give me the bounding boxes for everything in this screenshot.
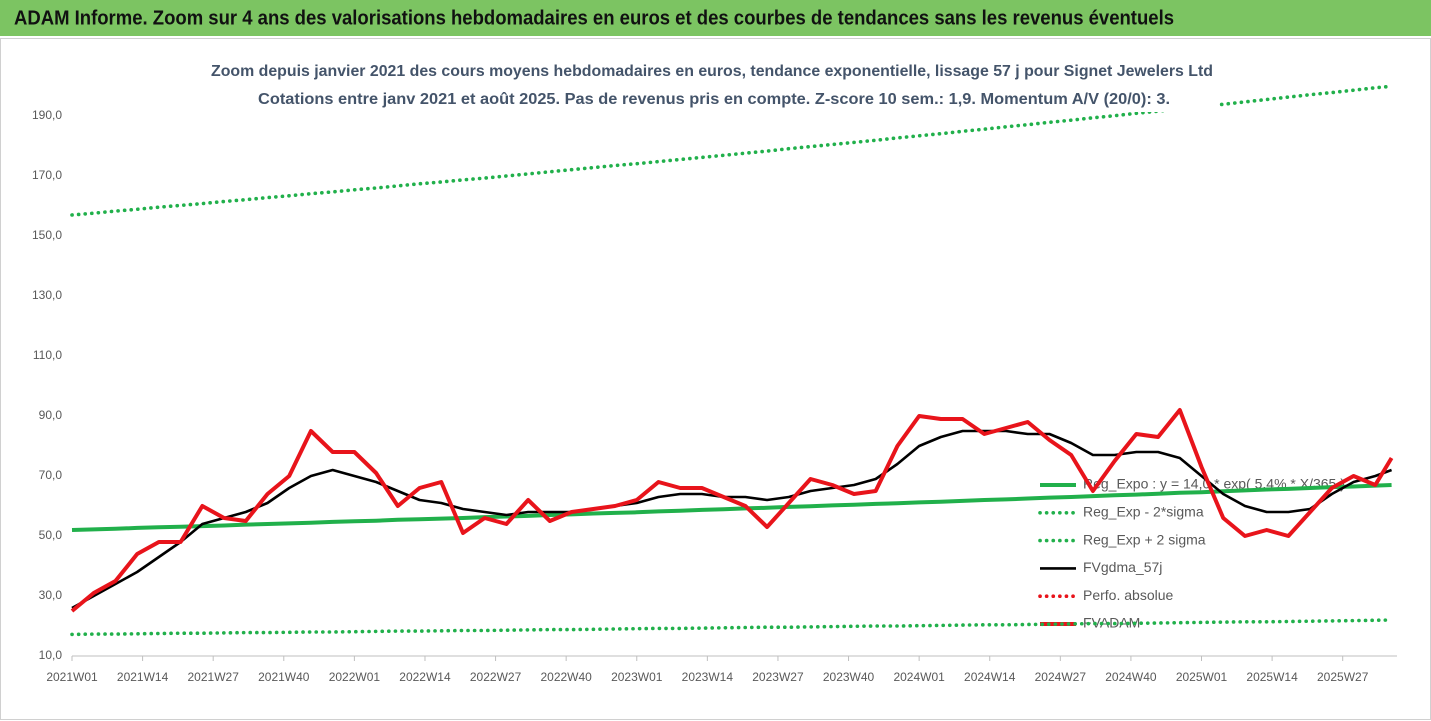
y-tick-label: 10,0 <box>39 648 63 662</box>
legend-label: FVgdma_57j <box>1083 559 1162 575</box>
header-title: ADAM Informe. Zoom sur 4 ans des valoris… <box>14 7 1174 29</box>
series-line <box>70 408 1394 613</box>
y-tick-label: 110,0 <box>33 348 62 362</box>
chart-frame <box>0 38 1431 720</box>
x-tick-label: 2023W01 <box>611 670 663 684</box>
x-tick-label: 2022W01 <box>329 670 381 684</box>
x-tick-label: 2021W01 <box>46 670 98 684</box>
x-tick-label: 2023W27 <box>752 670 804 684</box>
x-tick-label: 2022W14 <box>399 670 451 684</box>
chart-title: Zoom depuis janvier 2021 des cours moyen… <box>211 63 1213 80</box>
series-line <box>71 429 1393 610</box>
x-tick-label: 2024W27 <box>1035 670 1087 684</box>
x-tick-label: 2024W01 <box>893 670 945 684</box>
legend-label: Perfo. absolue <box>1083 587 1173 603</box>
y-tick-label: 170,0 <box>32 168 62 182</box>
x-tick-label: 2025W27 <box>1317 670 1369 684</box>
y-tick-label: 50,0 <box>39 528 63 542</box>
x-tick-label: 2021W14 <box>117 670 169 684</box>
series-line <box>71 483 1392 532</box>
y-tick-label: 70,0 <box>39 468 63 482</box>
legend-label: FVADAM <box>1083 615 1140 631</box>
chart-subtitle: Cotations entre janv 2021 et août 2025. … <box>258 91 1170 108</box>
legend-label: Reg_Exp - 2*sigma <box>1083 504 1204 520</box>
y-tick-label: 90,0 <box>39 408 63 422</box>
x-tick-label: 2023W14 <box>682 670 734 684</box>
x-tick-label: 2021W40 <box>258 670 310 684</box>
subtitle-backing <box>250 88 1218 112</box>
x-tick-label: 2022W27 <box>470 670 522 684</box>
y-tick-label: 190,0 <box>32 108 62 122</box>
title-backing <box>205 60 1220 84</box>
y-tick-label: 130,0 <box>32 288 62 302</box>
x-tick-label: 2025W14 <box>1246 670 1298 684</box>
legend-label: Reg_Exp + 2 sigma <box>1083 531 1206 547</box>
x-tick-label: 2024W40 <box>1105 670 1157 684</box>
x-tick-label: 2022W40 <box>540 670 592 684</box>
y-tick-label: 30,0 <box>39 588 63 602</box>
y-tick-label: 150,0 <box>32 228 62 242</box>
x-tick-label: 2025W01 <box>1176 670 1228 684</box>
x-tick-label: 2021W27 <box>188 670 240 684</box>
x-tick-label: 2024W14 <box>964 670 1016 684</box>
x-tick-label: 2023W40 <box>823 670 875 684</box>
header-bar <box>0 0 1431 36</box>
